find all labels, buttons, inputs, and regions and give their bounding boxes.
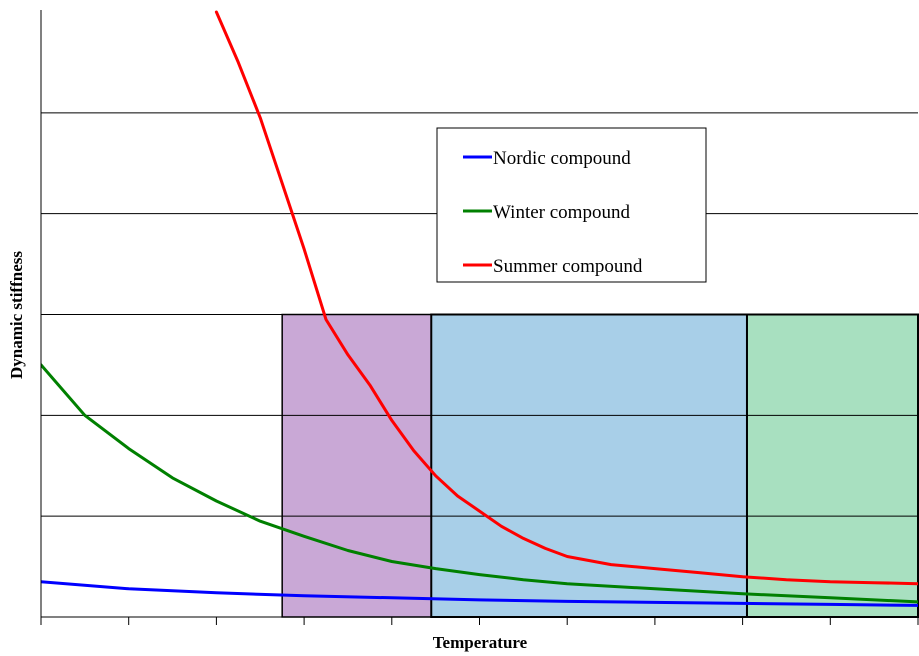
gridlines	[41, 112, 918, 517]
y-axis-title: Dynamic stiffness	[7, 251, 26, 379]
temperature-regions	[281, 313, 919, 618]
legend-label-2: Winter compound	[493, 202, 630, 223]
region-1	[281, 313, 433, 618]
region-3	[745, 313, 919, 618]
region-2	[430, 313, 748, 618]
series-line-3	[214, 10, 918, 586]
legend-box	[436, 127, 707, 283]
series-line-1	[41, 580, 918, 607]
legend-label-3: Summer compound	[493, 256, 643, 277]
series-lines	[41, 10, 918, 607]
legend: Nordic compound Winter compound Summer com…	[436, 127, 707, 283]
x-axis-title: Temperature	[433, 633, 528, 652]
legend-label-1: Nordic compound	[493, 148, 631, 169]
x-axis-ticks	[40, 617, 919, 625]
series-line-2	[41, 363, 918, 604]
